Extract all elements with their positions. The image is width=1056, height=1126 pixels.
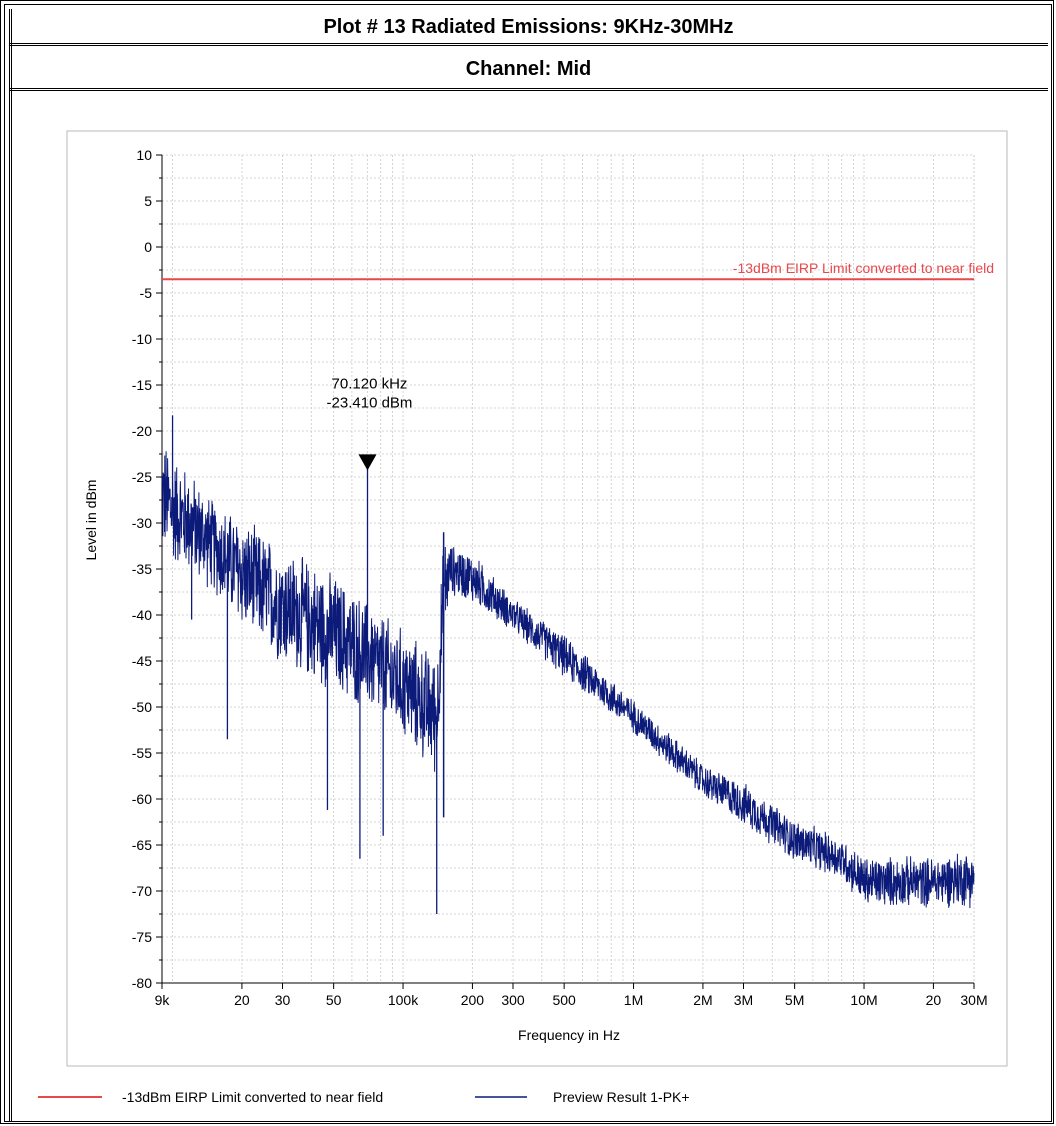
x-tick-label: 30 [275, 992, 291, 1008]
y-axis-label: Level in dBm [83, 480, 99, 561]
marker-triangle-icon [358, 454, 377, 471]
y-tick-label: -50 [132, 699, 152, 715]
y-tick-label: -55 [132, 745, 152, 761]
x-tick-label: 300 [501, 992, 525, 1008]
y-tick-label: 10 [136, 147, 152, 163]
y-tick-label: -60 [132, 791, 152, 807]
left-border-bar [9, 9, 12, 1122]
x-tick-label: 200 [461, 992, 485, 1008]
x-tick-label: 1M [624, 992, 643, 1008]
y-tick-label: -5 [140, 285, 153, 301]
limit-line-label: -13dBm EIRP Limit converted to near fiel… [733, 260, 994, 276]
y-tick-label: -80 [132, 975, 152, 991]
chart-panel-border [66, 130, 1008, 1067]
axes [156, 154, 975, 989]
y-tick-label: -45 [132, 653, 152, 669]
marker-layer: 70.120 kHz -23.410 dBm [327, 375, 413, 471]
plot-title: Plot # 13 Radiated Emissions: 9KHz-30MHz [9, 9, 1048, 46]
legend: -13dBm EIRP Limit converted to near fiel… [38, 1089, 690, 1105]
x-tick-label: 20 [234, 992, 250, 1008]
y-tick-label: -40 [132, 607, 152, 623]
x-tick-label: 9k [155, 992, 171, 1008]
x-tick-label: 30M [960, 992, 987, 1008]
x-tick-label: 100k [388, 992, 419, 1008]
legend-label-limit: -13dBm EIRP Limit converted to near fiel… [122, 1089, 383, 1105]
series-line-preview-result [161, 451, 975, 909]
x-tick-label: 2M [693, 992, 712, 1008]
marker-level-label: -23.410 dBm [327, 394, 413, 411]
x-tick-label: 5M [785, 992, 804, 1008]
y-tick-label: -10 [132, 331, 152, 347]
marker-frequency-label: 70.120 kHz [332, 375, 408, 392]
channel-label: Channel: Mid [9, 49, 1048, 91]
x-axis-label: Frequency in Hz [518, 1027, 620, 1043]
y-tick-label: -15 [132, 377, 152, 393]
y-tick-label: 0 [144, 239, 152, 255]
x-tick-label: 20 [926, 992, 942, 1008]
page-frame-inner [4, 4, 1052, 1122]
x-tick-label: 500 [552, 992, 576, 1008]
y-tick-label: -65 [132, 837, 152, 853]
limit-layer: -13dBm EIRP Limit converted to near fiel… [162, 260, 994, 281]
x-tick-labels: 9k 20 30 50 100k 200 300 500 1M 2M 3M 5M 10M 20 30M [155, 992, 988, 1008]
y-tick-label: -75 [132, 929, 152, 945]
legend-label-preview: Preview Result 1-PK+ [553, 1089, 690, 1105]
series-layer [161, 415, 975, 914]
x-tick-label: 10M [850, 992, 877, 1008]
y-tick-label: -20 [132, 423, 152, 439]
y-tick-labels: 10 5 0 -5 -10 -15 -20 -25 -30 -35 -40 -45 -50 -55 -60 -… [132, 147, 152, 991]
x-tick-label: 3M [734, 992, 753, 1008]
y-tick-label: -25 [132, 469, 152, 485]
y-tick-label: -70 [132, 883, 152, 899]
y-tick-label: -35 [132, 561, 152, 577]
y-tick-label: -30 [132, 515, 152, 531]
y-tick-label: 5 [144, 193, 152, 209]
x-tick-label: 50 [326, 992, 342, 1008]
